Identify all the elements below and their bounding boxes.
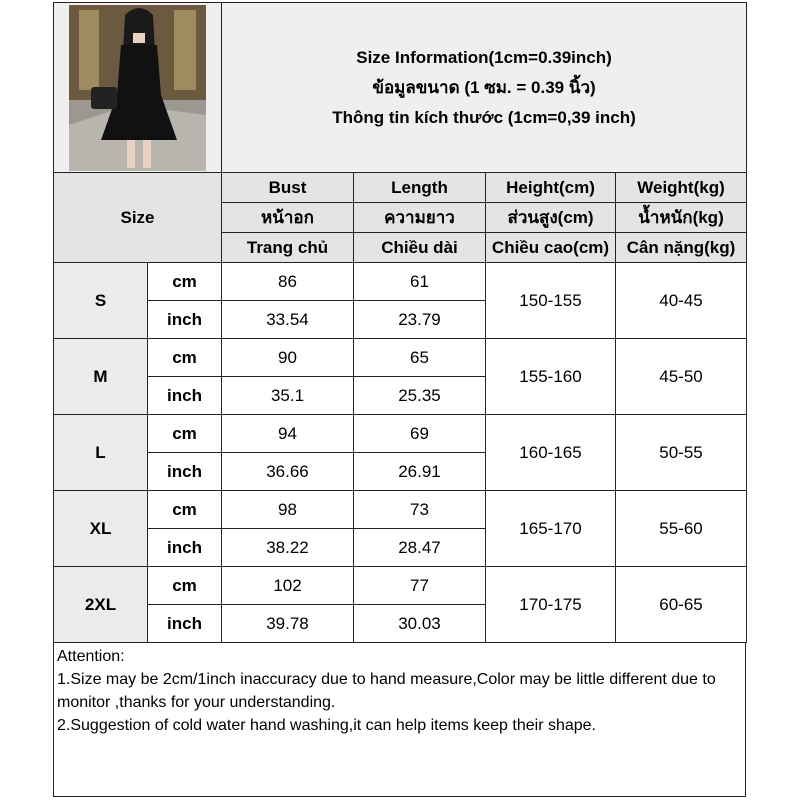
unit-cell: inch <box>147 528 222 567</box>
bust-cell: 86 <box>221 262 354 301</box>
unit-cell: cm <box>147 490 222 529</box>
length-cell: 69 <box>353 414 486 453</box>
column-header-th: ส่วนสูง(cm) <box>485 202 616 233</box>
table-row: inch 39.78 30.03 <box>54 604 747 643</box>
size-cell: S <box>53 262 148 339</box>
height-cell: 150-155 <box>485 262 616 339</box>
length-cell: 30.03 <box>353 604 486 643</box>
weight-cell: 50-55 <box>614 414 748 491</box>
title-english: Size Information(1cm=0.39inch) <box>356 47 612 67</box>
unit-cell: inch <box>147 604 222 643</box>
length-cell: 28.47 <box>353 528 486 567</box>
length-cell: 25.35 <box>353 376 486 415</box>
weight-cell: 45-50 <box>614 338 748 415</box>
unit-cell: cm <box>147 262 222 301</box>
bust-cell: 102 <box>221 566 354 605</box>
attention-heading: Attention: <box>57 648 125 665</box>
size-cell: 2XL <box>53 566 148 643</box>
height-cell: 170-175 <box>485 566 616 643</box>
unit-cell: cm <box>147 566 222 605</box>
bust-cell: 94 <box>221 414 354 453</box>
table-row: XL cm 98 73 165-170 55-60 <box>53 490 748 567</box>
column-header-th: น้ำหนัก(kg) <box>614 202 748 233</box>
attention-line-1: 1.Size may be 2cm/1inch inaccuracy due t… <box>57 671 716 711</box>
weight-cell: 40-45 <box>614 262 748 339</box>
height-cell: 155-160 <box>485 338 616 415</box>
column-header-vi: Chiều dài <box>353 232 486 263</box>
column-header-vi: Cân nặng(kg) <box>614 232 748 263</box>
bust-cell: 35.1 <box>221 376 354 415</box>
bust-cell: 90 <box>221 338 354 377</box>
bust-cell: 33.54 <box>221 300 354 339</box>
column-header-en: Height(cm) <box>485 172 616 203</box>
bust-cell: 39.78 <box>221 604 354 643</box>
length-cell: 26.91 <box>353 452 486 491</box>
unit-cell: cm <box>147 338 222 377</box>
size-chart-table: Size Information(1cm=0.39inch) ข้อมูลขนา… <box>53 2 748 643</box>
product-photo <box>69 4 206 171</box>
bust-cell: 36.66 <box>221 452 354 491</box>
unit-cell: cm <box>147 414 222 453</box>
column-header-vi: Trang chủ <box>221 232 354 263</box>
length-cell: 73 <box>353 490 486 529</box>
bust-cell: 38.22 <box>221 528 354 567</box>
size-info-title: Size Information(1cm=0.39inch) ข้อมูลขนา… <box>220 2 748 173</box>
weight-cell: 55-60 <box>614 490 748 567</box>
table-row: inch 38.22 28.47 <box>54 528 747 567</box>
title-thai: ข้อมูลขนาด (1 ซม. = 0.39 นิ้ว) <box>372 77 596 97</box>
column-header-vi: Chiều cao(cm) <box>485 232 616 263</box>
column-header-th: หน้าอก <box>221 202 354 233</box>
column-header-en: Length <box>353 172 486 203</box>
length-cell: 61 <box>353 262 486 301</box>
table-row: inch 33.54 23.79 <box>54 300 747 339</box>
product-photo-cell <box>53 2 222 173</box>
table-row: 2XL cm 102 77 170-175 60-65 <box>53 566 748 643</box>
size-cell: XL <box>53 490 148 567</box>
column-header-en: Bust <box>221 172 354 203</box>
length-cell: 65 <box>353 338 486 377</box>
height-cell: 160-165 <box>485 414 616 491</box>
attention-line-2: 2.Suggestion of cold water hand washing,… <box>57 717 596 734</box>
length-cell: 77 <box>353 566 486 605</box>
unit-cell: inch <box>147 452 222 491</box>
table-row: inch 36.66 26.91 <box>54 452 747 491</box>
column-header-th: ความยาว <box>353 202 486 233</box>
size-cell: L <box>53 414 148 491</box>
size-header: Size <box>53 172 222 263</box>
title-vietnamese: Thông tin kích thước (1cm=0,39 inch) <box>332 107 636 127</box>
weight-cell: 60-65 <box>614 566 748 643</box>
length-cell: 23.79 <box>353 300 486 339</box>
unit-cell: inch <box>147 300 222 339</box>
unit-cell: inch <box>147 376 222 415</box>
height-cell: 165-170 <box>485 490 616 567</box>
column-header-en: Weight(kg) <box>614 172 748 203</box>
size-cell: M <box>53 338 148 415</box>
attention-notes: Attention: 1.Size may be 2cm/1inch inacc… <box>53 643 746 797</box>
bust-cell: 98 <box>221 490 354 529</box>
